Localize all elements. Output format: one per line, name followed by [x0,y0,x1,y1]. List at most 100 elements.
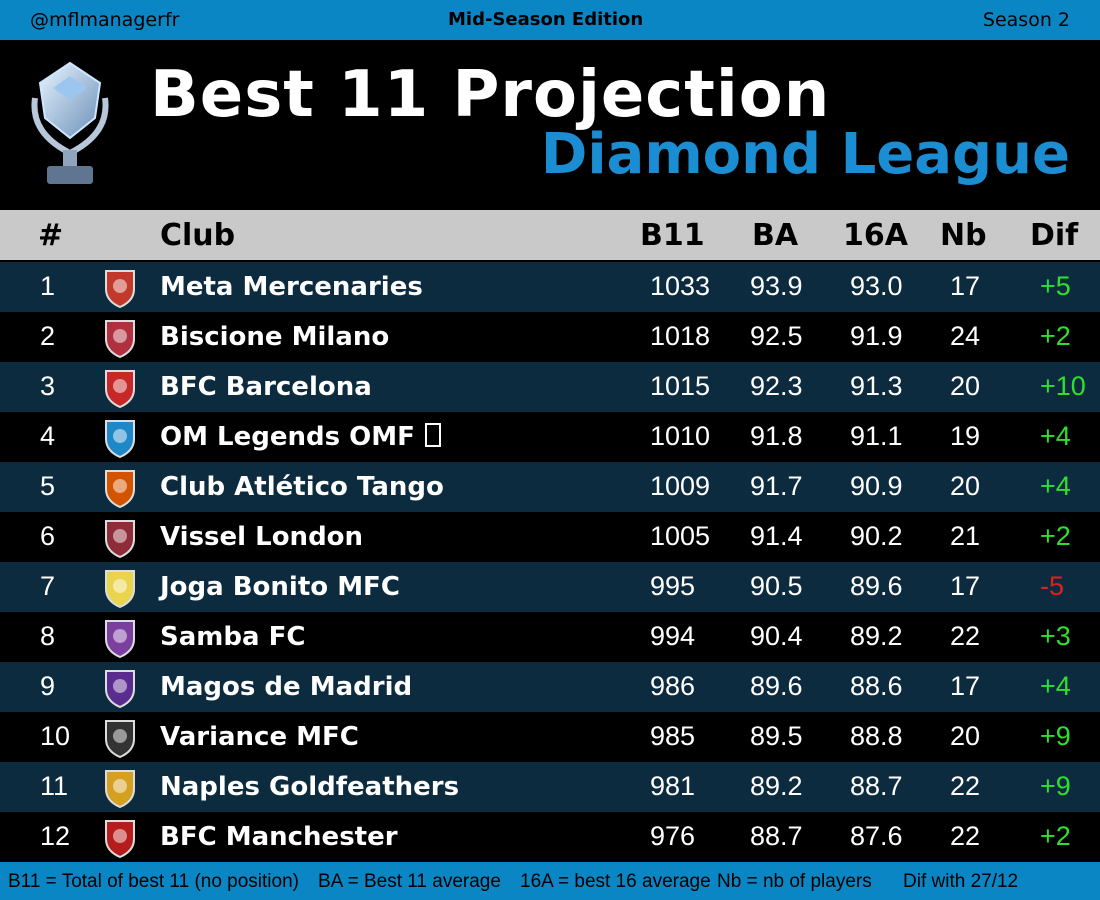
nb: 20 [950,721,981,751]
column-label: # [38,218,64,253]
dif: +4 [1040,421,1071,451]
16a: 91.9 [850,321,903,351]
table-row: 7 Joga Bonito MFC 995 90.5 89.6 17 -5 [0,562,1100,612]
club-name: Joga Bonito MFC [160,572,400,602]
16a: 91.1 [850,421,903,451]
ba: 92.5 [750,321,803,351]
nb: 20 [950,371,981,401]
dif: +3 [1040,621,1071,651]
ba: 91.4 [750,521,803,551]
table-row: 12 BFC Manchester 976 88.7 87.6 22 +2 [0,812,1100,862]
16a: 88.8 [850,721,903,751]
legend-item: BA = Best 11 average [318,871,501,892]
nb: 24 [950,321,981,351]
b11: 1015 [650,371,711,401]
dif: +2 [1040,521,1071,551]
rank: 10 [40,721,71,751]
table-row: 8 Samba FC 994 90.4 89.2 22 +3 [0,612,1100,662]
club-name: BFC Manchester [160,822,398,852]
ba: 91.7 [750,471,803,501]
club-name: Variance MFC [160,722,359,752]
nb: 19 [950,421,981,451]
club-name: Samba FC [160,622,306,652]
16a: 88.7 [850,771,903,801]
column-label: B11 [640,218,705,253]
legend-item: B11 = Total of best 11 (no position) [8,871,299,892]
trophy-icon [31,61,109,184]
rank: 7 [40,571,56,601]
dif: +2 [1040,321,1071,351]
ba: 90.5 [750,571,803,601]
dif: +4 [1040,471,1071,501]
club-name: Magos de Madrid [160,672,413,702]
16a: 91.3 [850,371,903,401]
ba: 88.7 [750,821,803,851]
b11: 985 [650,721,696,751]
edition: Mid-Season Edition [448,9,644,30]
table-row: 6 Vissel London 1005 91.4 90.2 21 +2 [0,512,1100,562]
season: Season 2 [982,9,1070,31]
16a: 87.6 [850,821,903,851]
club-logo [105,770,135,809]
club-name: BFC Barcelona [160,372,372,402]
b11: 986 [650,671,696,701]
club-logo [105,820,135,859]
column-label: 16A [843,218,908,253]
club-name: Meta Mercenaries [160,272,423,302]
legend-item: Dif with 27/12 [903,871,1019,892]
footer: B11 = Total of best 11 (no position) BA =… [0,862,1100,900]
nb: 22 [950,821,981,851]
rank: 12 [40,821,71,851]
club-name: Biscione Milano [160,322,390,352]
ba: 93.9 [750,271,803,301]
nb: 20 [950,471,981,501]
dif: +2 [1040,821,1071,851]
table-row: 3 BFC Barcelona 1015 92.3 91.3 20 +10 [0,362,1100,412]
subtitle: Diamond League [540,122,1070,187]
column-label: BA [752,218,799,253]
ba: 89.2 [750,771,803,801]
b11: 1018 [650,321,711,351]
b11: 1009 [650,471,711,501]
b11: 994 [650,621,696,651]
column-label: Dif [1030,218,1079,253]
dif: +9 [1040,721,1071,751]
b11: 1033 [650,271,711,301]
rank: 6 [40,521,56,551]
header: Best 11 Projection Diamond League [0,40,1100,210]
dif: +5 [1040,271,1071,301]
table-row: 9 Magos de Madrid 986 89.6 88.6 17 +4 [0,662,1100,712]
rank: 8 [40,621,56,651]
column-label: Nb [940,218,987,253]
nb: 22 [950,621,981,651]
club-logo [105,320,135,359]
table-row: 2 Biscione Milano 1018 92.5 91.9 24 +2 [0,312,1100,362]
16a: 90.2 [850,521,903,551]
legend-item: Nb = nb of players [717,871,872,892]
club-name: Naples Goldfeathers [160,772,460,802]
club-name: Club Atlético Tango [160,472,444,502]
club-logo [105,470,135,509]
club-logo [105,270,135,309]
b11: 976 [650,821,696,851]
b11: 1010 [650,421,711,451]
column-label: Club [160,218,236,253]
club-logo [105,670,135,709]
rank: 5 [40,471,56,501]
club-name: Vissel London [160,522,364,552]
dif: -5 [1040,571,1065,601]
16a: 88.6 [850,671,903,701]
table-row: 1 Meta Mercenaries 1033 93.9 93.0 17 +5 [0,262,1100,312]
nb: 17 [950,671,981,701]
club-logo [105,720,135,759]
table-row: 11 Naples Goldfeathers 981 89.2 88.7 22 +9 [0,762,1100,812]
dif: +10 [1040,371,1086,401]
nb: 22 [950,771,981,801]
16a: 89.2 [850,621,903,651]
16a: 90.9 [850,471,903,501]
handle: @mflmanagerfr [30,9,180,31]
club-logo [105,520,135,559]
dif: +9 [1040,771,1071,801]
rank: 1 [40,271,56,301]
ba: 90.4 [750,621,803,651]
